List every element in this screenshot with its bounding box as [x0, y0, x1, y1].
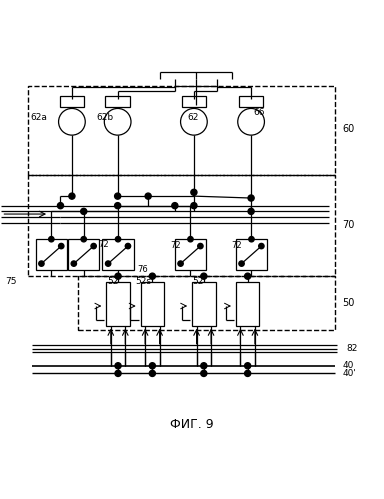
Text: 72: 72 — [170, 241, 181, 250]
Bar — [175, 239, 206, 270]
Circle shape — [91, 244, 96, 249]
Bar — [28, 175, 335, 276]
Text: 62a: 62a — [30, 113, 47, 122]
Text: 62b: 62b — [96, 113, 113, 122]
Circle shape — [59, 108, 85, 135]
Bar — [103, 239, 134, 270]
Circle shape — [115, 370, 121, 376]
Bar — [68, 239, 99, 270]
Text: 50: 50 — [343, 298, 355, 308]
Circle shape — [115, 363, 121, 369]
Bar — [78, 276, 335, 329]
Text: ФИГ. 9: ФИГ. 9 — [170, 418, 214, 431]
Circle shape — [149, 363, 156, 369]
Circle shape — [198, 244, 203, 249]
Circle shape — [81, 208, 87, 215]
Circle shape — [115, 273, 121, 279]
Bar — [236, 282, 260, 326]
Bar — [141, 282, 164, 326]
Circle shape — [249, 237, 254, 242]
Circle shape — [58, 203, 63, 209]
Bar — [192, 282, 216, 326]
Circle shape — [248, 195, 254, 201]
Circle shape — [69, 193, 75, 199]
Bar — [236, 239, 267, 270]
Circle shape — [201, 273, 207, 279]
Text: 70: 70 — [343, 220, 355, 230]
Text: 52: 52 — [108, 277, 119, 286]
Circle shape — [201, 370, 207, 376]
Text: 66: 66 — [253, 108, 265, 117]
Text: 82: 82 — [346, 344, 358, 353]
Text: 76: 76 — [137, 265, 148, 274]
Bar — [239, 96, 263, 107]
Circle shape — [178, 261, 183, 266]
Circle shape — [180, 108, 207, 135]
Circle shape — [49, 237, 54, 242]
Circle shape — [238, 108, 265, 135]
Circle shape — [59, 244, 64, 249]
Text: 75: 75 — [5, 277, 17, 286]
Circle shape — [149, 370, 156, 376]
Text: 40': 40' — [343, 369, 356, 378]
Circle shape — [191, 203, 197, 209]
Text: 62: 62 — [187, 113, 199, 122]
Text: 40: 40 — [343, 361, 354, 370]
Circle shape — [81, 237, 86, 242]
Circle shape — [106, 261, 111, 266]
Circle shape — [201, 363, 207, 369]
Circle shape — [125, 244, 131, 249]
Text: 60: 60 — [343, 124, 355, 134]
Bar — [105, 96, 130, 107]
Bar — [28, 85, 335, 175]
Circle shape — [172, 203, 178, 209]
Text: 72: 72 — [99, 240, 109, 249]
Circle shape — [191, 189, 197, 196]
Text: 72: 72 — [231, 241, 242, 250]
Circle shape — [145, 193, 151, 199]
Circle shape — [248, 208, 254, 215]
Circle shape — [245, 273, 251, 279]
Circle shape — [71, 261, 76, 266]
Circle shape — [114, 203, 121, 209]
Bar — [36, 239, 67, 270]
Circle shape — [239, 261, 244, 266]
Bar — [106, 282, 130, 326]
Circle shape — [39, 261, 44, 266]
Bar — [60, 96, 84, 107]
Circle shape — [114, 193, 121, 199]
Circle shape — [149, 273, 156, 279]
Circle shape — [115, 237, 121, 242]
Circle shape — [104, 108, 131, 135]
Text: 52: 52 — [193, 277, 204, 286]
Circle shape — [259, 244, 264, 249]
Bar — [182, 96, 206, 107]
Circle shape — [245, 363, 251, 369]
Circle shape — [245, 370, 251, 376]
Circle shape — [188, 237, 193, 242]
Text: 52s: 52s — [136, 277, 152, 286]
